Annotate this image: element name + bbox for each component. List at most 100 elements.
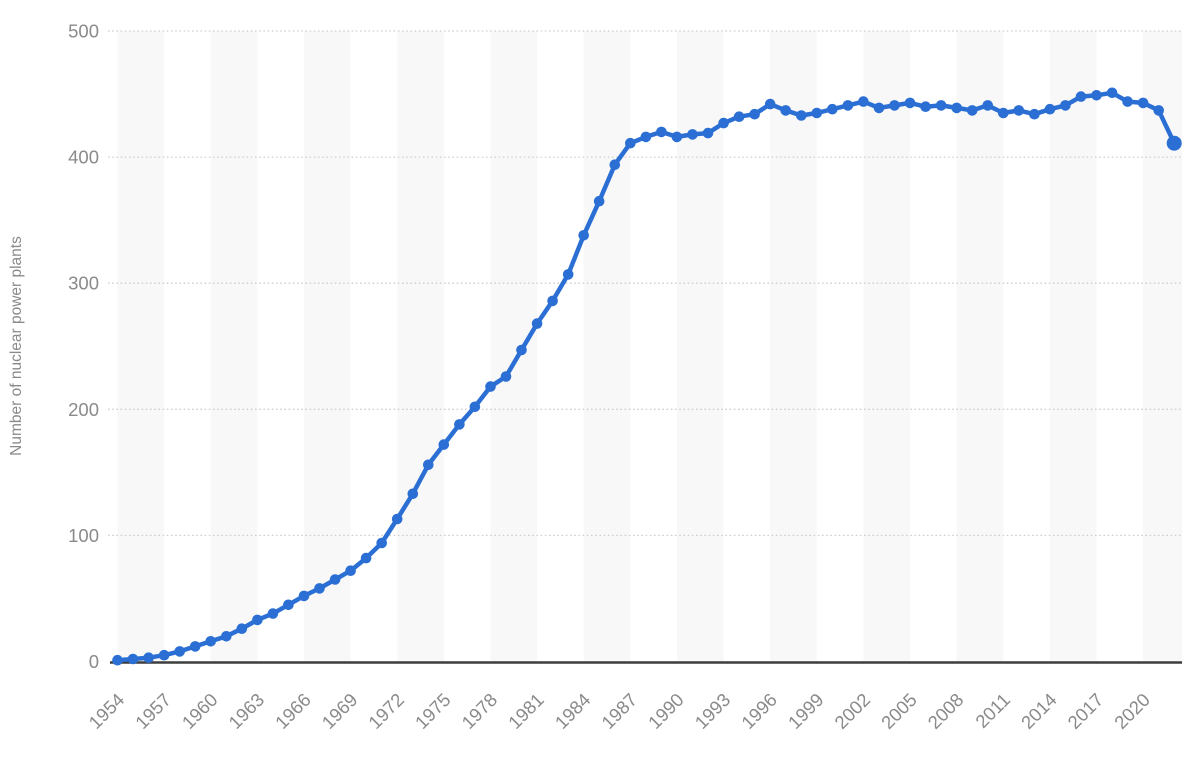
data-point[interactable] xyxy=(112,654,123,666)
x-tick-label: 2008 xyxy=(924,689,968,733)
data-point[interactable] xyxy=(858,96,869,107)
data-point[interactable] xyxy=(1137,97,1149,109)
x-tick-label: 1960 xyxy=(178,689,222,733)
data-point[interactable] xyxy=(1013,105,1025,116)
data-point[interactable] xyxy=(966,105,978,116)
x-tick-label: 2005 xyxy=(877,689,921,733)
data-point[interactable] xyxy=(687,129,698,140)
data-point[interactable] xyxy=(1106,87,1118,99)
y-tick-label: 100 xyxy=(68,525,99,546)
data-point[interactable] xyxy=(158,649,170,661)
data-point[interactable] xyxy=(780,105,791,116)
data-point[interactable] xyxy=(998,107,1009,119)
data-point[interactable] xyxy=(842,100,854,111)
data-point[interactable] xyxy=(1091,90,1102,101)
data-point[interactable] xyxy=(236,623,248,634)
x-tick-label: 2011 xyxy=(971,689,1014,732)
gridlines-layer xyxy=(108,30,1182,537)
data-point[interactable] xyxy=(1153,105,1164,116)
data-point[interactable] xyxy=(562,269,574,280)
plot-bands-layer xyxy=(117,31,1182,662)
x-tick-label: 1978 xyxy=(457,689,501,733)
data-point[interactable] xyxy=(749,108,760,120)
data-point[interactable] xyxy=(1122,96,1133,107)
data-point[interactable] xyxy=(360,552,372,564)
data-point[interactable] xyxy=(702,127,714,139)
x-tick-label: 1984 xyxy=(551,689,595,733)
data-point[interactable] xyxy=(982,100,993,111)
data-point[interactable] xyxy=(469,401,481,413)
data-point[interactable] xyxy=(516,344,527,356)
data-point[interactable] xyxy=(127,653,139,665)
data-point[interactable] xyxy=(267,608,279,619)
y-tick-label: 200 xyxy=(68,399,99,420)
x-tick-label: 1996 xyxy=(737,689,781,733)
data-point[interactable] xyxy=(1060,100,1071,111)
data-point[interactable] xyxy=(578,230,589,241)
data-point[interactable] xyxy=(174,646,185,657)
data-point[interactable] xyxy=(609,159,621,170)
data-point-last[interactable] xyxy=(1166,135,1182,151)
plot-band xyxy=(117,31,165,662)
data-point[interactable] xyxy=(671,131,683,143)
plot-band xyxy=(956,31,1004,662)
data-point[interactable] xyxy=(593,195,605,207)
y-tick-label: 400 xyxy=(68,147,99,168)
data-point[interactable] xyxy=(873,102,885,114)
data-point[interactable] xyxy=(423,459,434,471)
series-layer xyxy=(112,87,1182,666)
plot-band xyxy=(303,31,351,662)
data-point[interactable] xyxy=(1075,91,1087,102)
plot-band xyxy=(863,31,911,662)
plot-band xyxy=(1049,31,1097,662)
data-point[interactable] xyxy=(314,583,325,594)
data-point[interactable] xyxy=(1044,103,1056,115)
data-point[interactable] xyxy=(438,439,450,450)
data-point[interactable] xyxy=(764,98,776,110)
data-point[interactable] xyxy=(376,537,388,549)
data-point[interactable] xyxy=(485,381,496,392)
data-point[interactable] xyxy=(625,137,636,149)
data-point[interactable] xyxy=(889,100,900,111)
data-point[interactable] xyxy=(221,631,232,642)
data-point[interactable] xyxy=(920,101,931,112)
data-point[interactable] xyxy=(205,636,216,647)
data-point[interactable] xyxy=(951,102,962,114)
data-point[interactable] xyxy=(718,117,729,129)
x-tick-label: 1954 xyxy=(84,689,128,733)
data-point[interactable] xyxy=(252,614,263,626)
data-point[interactable] xyxy=(454,419,465,430)
data-point[interactable] xyxy=(143,652,154,663)
plot-band xyxy=(583,31,631,662)
data-point[interactable] xyxy=(935,100,947,111)
data-point[interactable] xyxy=(904,97,916,109)
data-point[interactable] xyxy=(283,599,294,611)
data-point[interactable] xyxy=(640,131,652,143)
data-point[interactable] xyxy=(656,126,667,138)
data-point[interactable] xyxy=(1029,108,1040,120)
data-point[interactable] xyxy=(329,574,341,585)
data-point[interactable] xyxy=(345,565,356,576)
data-point[interactable] xyxy=(391,513,403,525)
plot-band xyxy=(210,31,258,662)
plot-band xyxy=(490,31,538,662)
data-point[interactable] xyxy=(811,107,823,119)
y-tick-label: 0 xyxy=(89,651,99,672)
data-point[interactable] xyxy=(531,318,543,329)
y-tick-label: 500 xyxy=(68,21,99,42)
x-tick-label: 1999 xyxy=(784,689,828,733)
data-point[interactable] xyxy=(500,371,512,382)
x-tick-label: 1990 xyxy=(644,689,688,733)
x-tick-label: 1957 xyxy=(131,689,175,733)
data-point[interactable] xyxy=(547,295,558,307)
data-point[interactable] xyxy=(298,590,310,602)
plot-band xyxy=(397,31,444,662)
data-point[interactable] xyxy=(189,641,201,652)
x-tick-label: 2002 xyxy=(830,689,874,733)
data-point[interactable] xyxy=(827,103,838,115)
data-point[interactable] xyxy=(733,111,745,122)
data-point[interactable] xyxy=(407,488,419,500)
x-tick-label: 2020 xyxy=(1110,689,1154,733)
data-point[interactable] xyxy=(796,110,807,121)
